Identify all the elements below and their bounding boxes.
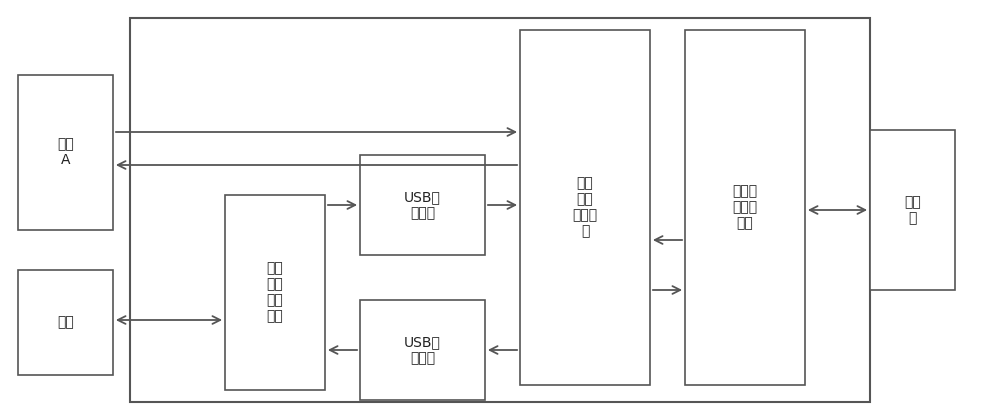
Bar <box>870 130 955 290</box>
Text: 包单元: 包单元 <box>410 351 435 365</box>
Text: 数据: 数据 <box>267 278 283 291</box>
Text: USB拆: USB拆 <box>404 190 441 204</box>
Text: 数据: 数据 <box>577 192 593 207</box>
Bar <box>685 30 805 385</box>
Text: 据收发: 据收发 <box>732 200 758 215</box>
Bar <box>225 195 325 390</box>
Text: A: A <box>61 153 70 168</box>
Bar <box>130 18 870 402</box>
Bar <box>360 155 485 255</box>
Text: 元: 元 <box>581 225 589 239</box>
Text: 主机: 主机 <box>57 315 74 330</box>
Text: 处理单: 处理单 <box>572 208 598 223</box>
Text: 转发: 转发 <box>577 176 593 191</box>
Text: 第二数: 第二数 <box>732 184 758 199</box>
Bar <box>18 75 113 230</box>
Text: 线: 线 <box>908 211 917 225</box>
Text: 第一: 第一 <box>267 262 283 276</box>
Text: 包单元: 包单元 <box>410 206 435 220</box>
Text: 传输: 传输 <box>904 195 921 209</box>
Text: 终端: 终端 <box>57 137 74 152</box>
Text: 单元: 单元 <box>737 216 753 231</box>
Text: 单元: 单元 <box>267 310 283 323</box>
Text: 收发: 收发 <box>267 294 283 307</box>
Bar <box>520 30 650 385</box>
Text: USB打: USB打 <box>404 335 441 349</box>
Bar <box>360 300 485 400</box>
Bar <box>18 270 113 375</box>
